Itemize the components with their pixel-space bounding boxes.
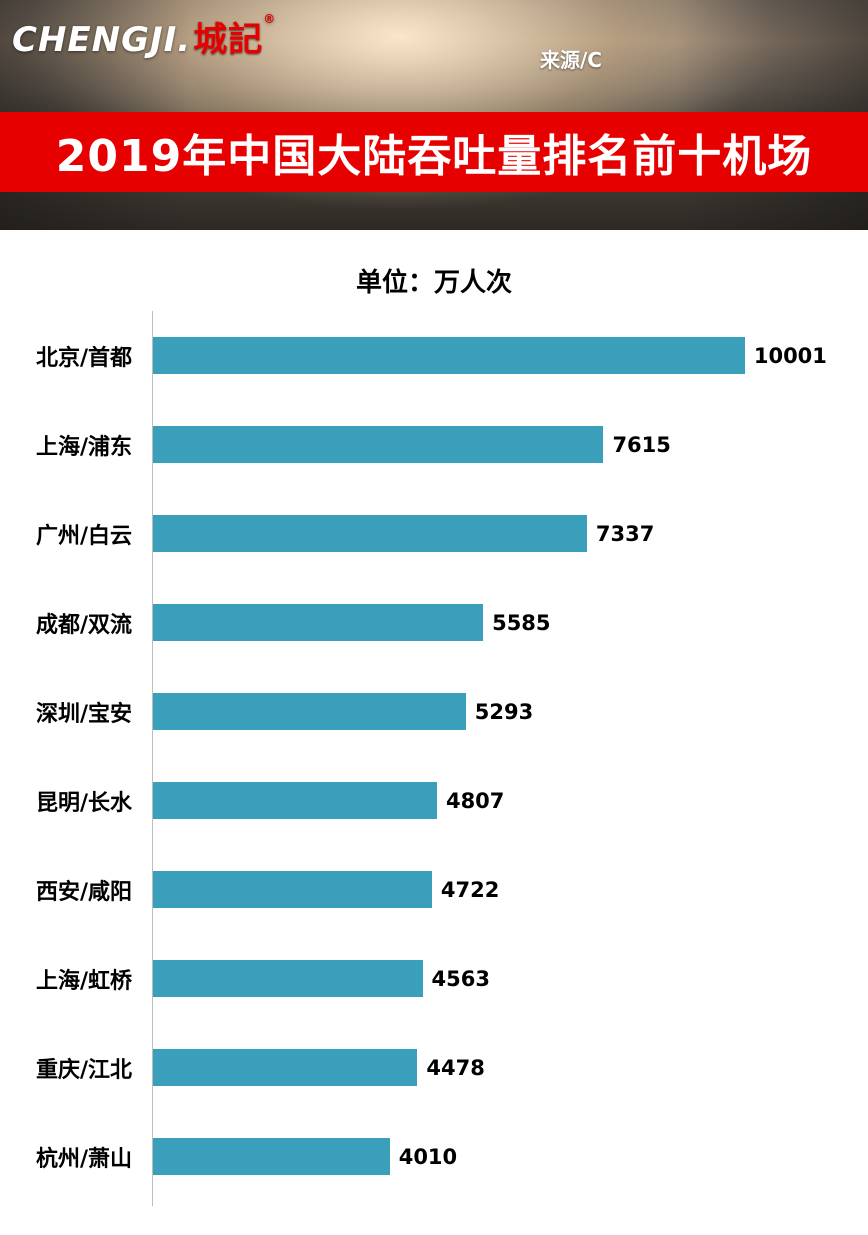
bar-track: 7615 <box>152 426 868 463</box>
bar <box>152 1049 418 1086</box>
bar-label: 北京/首都 <box>35 345 132 371</box>
bar-label: 西安/咸阳 <box>35 879 132 905</box>
logo-text: CHENGJI. <box>12 20 192 60</box>
bar-label: 上海/浦东 <box>35 434 132 460</box>
title-banner: 2019年中国大陆吞吐量排名前十机场 <box>0 112 868 192</box>
bar-value: 10001 <box>753 343 827 368</box>
bar-row: 重庆/江北 4478 <box>0 1023 868 1112</box>
bar-label: 重庆/江北 <box>35 1057 132 1083</box>
header-photo: CHENGJI.城記® 来源/C 2019年中国大陆吞吐量排名前十机场 <box>0 0 868 230</box>
chart-unit-title: 单位：万人次 <box>355 268 512 298</box>
bar-value: 5585 <box>492 610 551 635</box>
registered-mark-icon: ® <box>263 12 277 26</box>
bar-label: 杭州/萧山 <box>35 1146 132 1172</box>
bar-row: 广州/白云 7337 <box>0 489 868 578</box>
bar <box>152 782 437 819</box>
bar-row: 西安/咸阳 4722 <box>0 845 868 934</box>
bar-chart: 北京/首都 10001 上海/浦东 7615 广州/白云 7337 成都/双流 5585 深圳/… <box>0 311 868 1206</box>
logo-cn-text: 城記 <box>193 20 264 60</box>
bar-row: 上海/虹桥 4563 <box>0 934 868 1023</box>
bar-track: 4478 <box>152 1049 868 1086</box>
bar-label: 成都/双流 <box>35 612 132 638</box>
bar-track: 4807 <box>152 782 868 819</box>
bar-label: 昆明/长水 <box>35 790 132 816</box>
bar-value: 4010 <box>398 1144 458 1169</box>
bar-value: 4722 <box>440 877 500 902</box>
bar-value: 7615 <box>612 432 671 457</box>
bar <box>152 337 745 374</box>
bar-track: 4722 <box>152 871 868 908</box>
bar-track: 5585 <box>152 604 868 641</box>
logo: CHENGJI.城記® <box>12 12 276 61</box>
bar-track: 4010 <box>152 1138 868 1175</box>
page-title: 2019年中国大陆吞吐量排名前十机场 <box>55 131 813 182</box>
bar-row: 北京/首都 10001 <box>0 311 868 400</box>
bar-value: 4807 <box>445 788 505 813</box>
bar-label: 上海/虹桥 <box>35 968 132 994</box>
bar <box>152 515 587 552</box>
bar-row: 成都/双流 5585 <box>0 578 868 667</box>
bar <box>152 1138 390 1175</box>
bar-value: 5293 <box>474 699 534 724</box>
bar <box>152 693 466 730</box>
bar-value: 4478 <box>426 1055 485 1080</box>
bar <box>152 871 432 908</box>
bar <box>152 604 484 641</box>
bar-value: 7337 <box>595 521 655 546</box>
bar-track: 5293 <box>152 693 868 730</box>
source-label: 来源/C <box>540 48 602 72</box>
bar-row: 杭州/萧山 4010 <box>0 1112 868 1201</box>
y-axis-line <box>152 311 153 1206</box>
bar <box>152 426 604 463</box>
bar-label: 广州/白云 <box>35 523 132 549</box>
bar-row: 昆明/长水 4807 <box>0 756 868 845</box>
bar-track: 4563 <box>152 960 868 997</box>
bar-value: 4563 <box>431 966 490 991</box>
bar-track: 7337 <box>152 515 868 552</box>
bar-track: 10001 <box>152 337 868 374</box>
bar-row: 上海/浦东 7615 <box>0 400 868 489</box>
bar-label: 深圳/宝安 <box>35 701 132 727</box>
bar <box>152 960 423 997</box>
bar-row: 深圳/宝安 5293 <box>0 667 868 756</box>
